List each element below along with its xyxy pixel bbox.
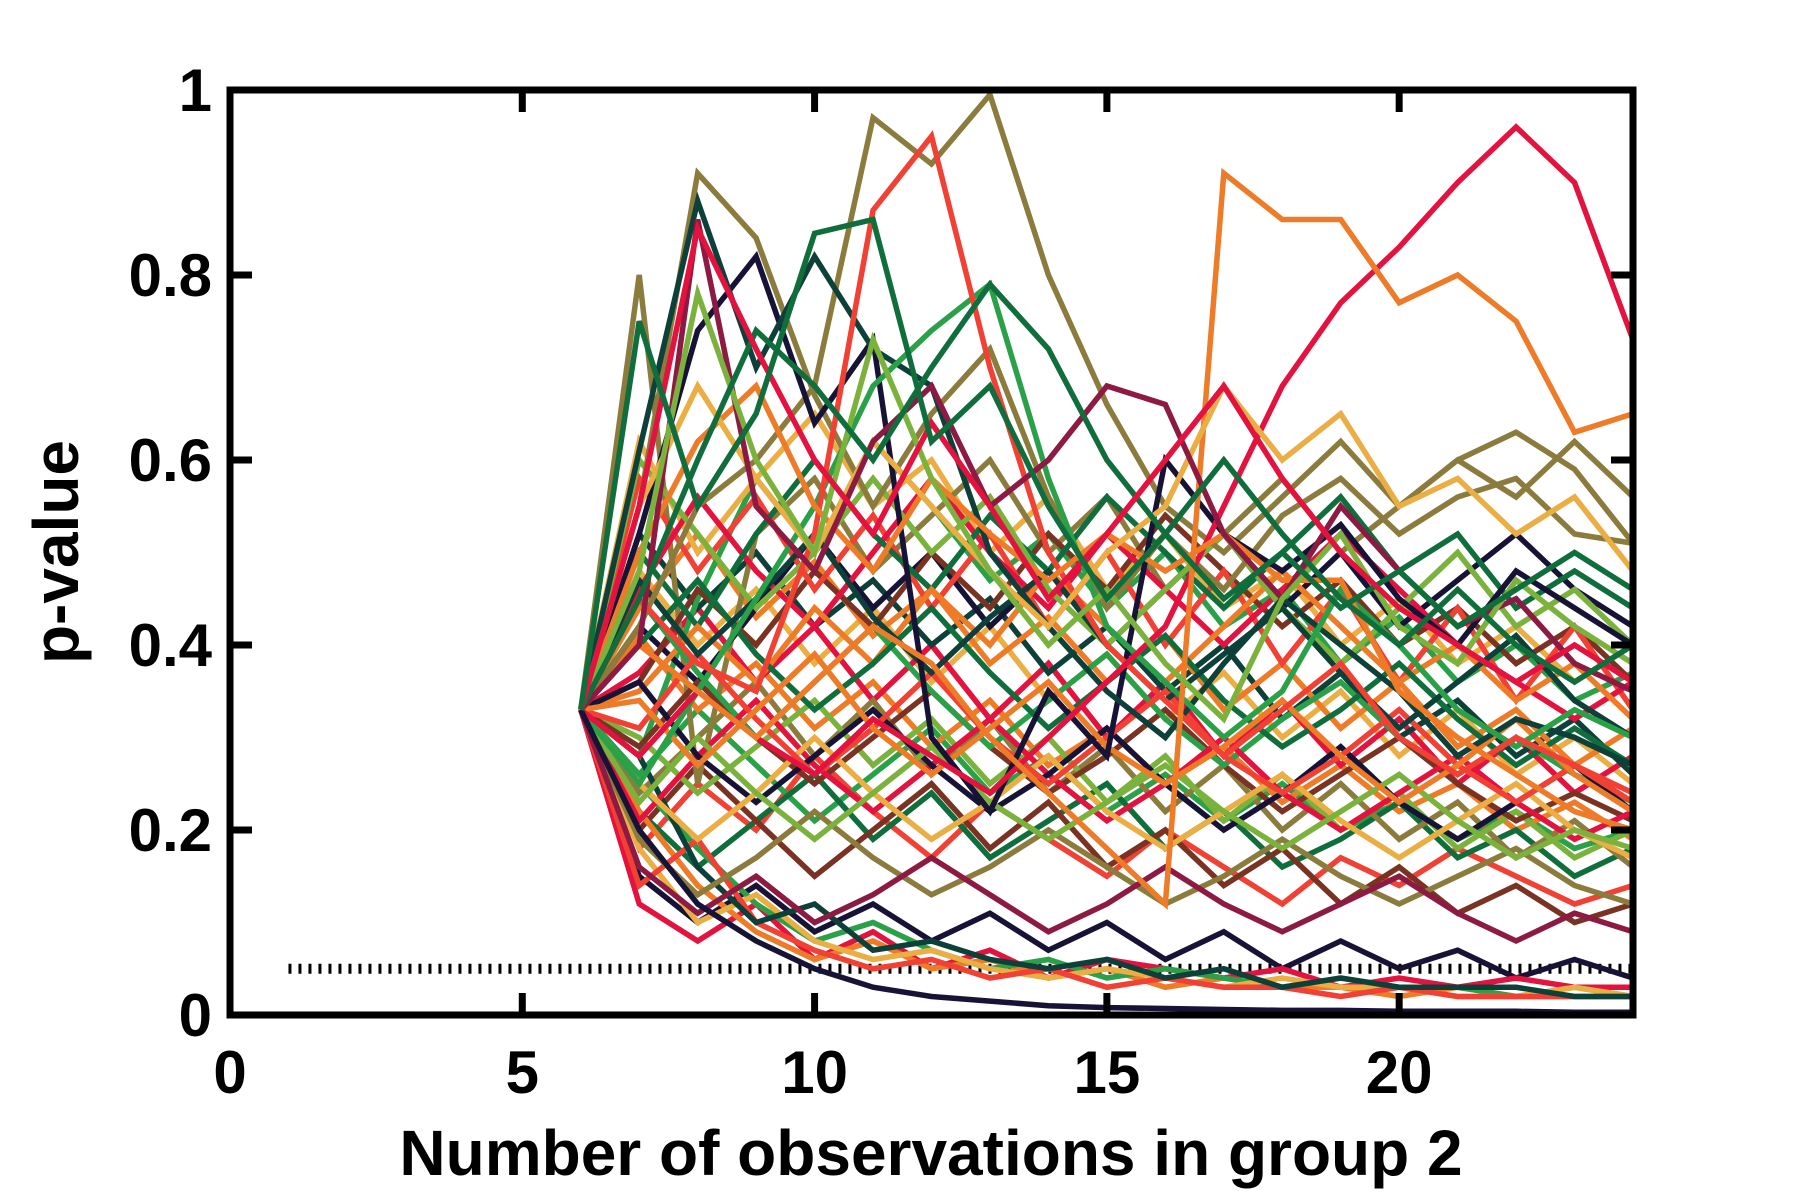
pvalue-series-line (579, 678, 1635, 843)
pvalue-series-line (578, 130, 1635, 796)
x-axis-title: Number of observations in group 2 (399, 1117, 1462, 1189)
y-tick-label: 1 (179, 57, 212, 124)
x-tick-label: 15 (1074, 1039, 1141, 1106)
pvalue-series-line (578, 191, 1635, 768)
plot-box (226, 86, 1637, 1019)
pvalue-series-line (579, 707, 1633, 1000)
x-tick-label: 5 (506, 1039, 539, 1106)
y-axis-title: p-value (20, 440, 92, 664)
pvalue-series-line (578, 167, 1634, 910)
pvalue-series-line (578, 708, 1634, 861)
y-tick-label: 0.8 (129, 242, 212, 309)
pvalue-series-line (578, 279, 1635, 712)
y-tick-label: 0.6 (129, 427, 212, 494)
pvalue-series-line (578, 220, 1635, 711)
y-tick-label: 0.2 (129, 797, 212, 864)
x-tick-label: 10 (781, 1039, 848, 1106)
axes (226, 86, 1637, 1019)
pvalue-series-line (578, 167, 1634, 711)
pvalue-series-line (578, 708, 1634, 981)
pvalue-series-line (578, 279, 1635, 789)
x-tick-label: 20 (1366, 1039, 1433, 1106)
plot-area (288, 89, 1636, 1015)
pvalue-series-line (578, 283, 1635, 724)
y-tick-label: 0.4 (129, 612, 213, 679)
pvalue-series-line (578, 216, 1635, 711)
x-tick-label: 0 (213, 1039, 246, 1106)
pvalue-series-line (578, 455, 1635, 711)
pvalue-series-line (578, 708, 1634, 908)
pvalue-series-line (578, 708, 1634, 945)
y-tick-label: 0 (179, 982, 212, 1049)
pvalue-series-line (578, 274, 1635, 785)
pvalue-series-line (578, 380, 1636, 711)
